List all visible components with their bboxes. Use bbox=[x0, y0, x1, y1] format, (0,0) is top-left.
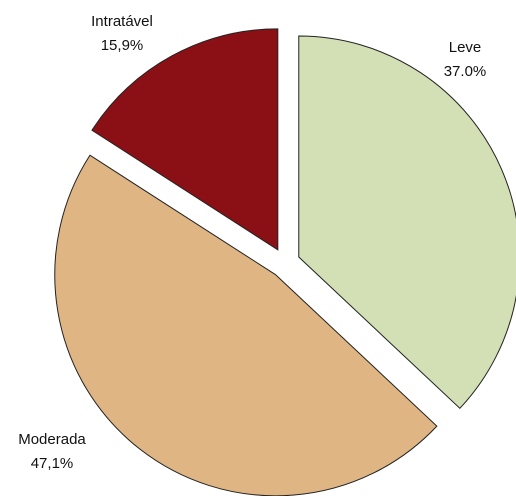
slice-label: Leve bbox=[449, 39, 482, 56]
slice-value-label: 15,9% bbox=[101, 37, 144, 54]
slice-value-label: 37.0% bbox=[444, 63, 487, 80]
slice-label: Moderada bbox=[18, 431, 86, 448]
pie-slice bbox=[54, 154, 438, 496]
slice-value-label: 47,1% bbox=[31, 455, 74, 472]
pie-slice bbox=[298, 35, 516, 410]
slice-label: Intratável bbox=[91, 13, 153, 30]
pie-slice bbox=[91, 28, 279, 251]
